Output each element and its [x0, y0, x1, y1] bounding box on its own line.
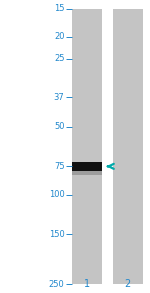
Text: 2: 2	[124, 279, 131, 289]
Text: 15: 15	[54, 4, 64, 13]
Text: 37: 37	[54, 93, 64, 102]
Text: 1: 1	[84, 279, 90, 289]
Bar	[112, 9, 142, 284]
Text: 150: 150	[49, 230, 64, 239]
Text: 250: 250	[49, 280, 64, 289]
Text: 100: 100	[49, 190, 64, 199]
Text: 25: 25	[54, 54, 64, 63]
Bar	[72, 169, 102, 175]
Text: 50: 50	[54, 122, 64, 131]
Bar	[72, 9, 102, 284]
Text: 20: 20	[54, 33, 64, 41]
Bar	[72, 162, 102, 171]
Text: 75: 75	[54, 162, 64, 171]
